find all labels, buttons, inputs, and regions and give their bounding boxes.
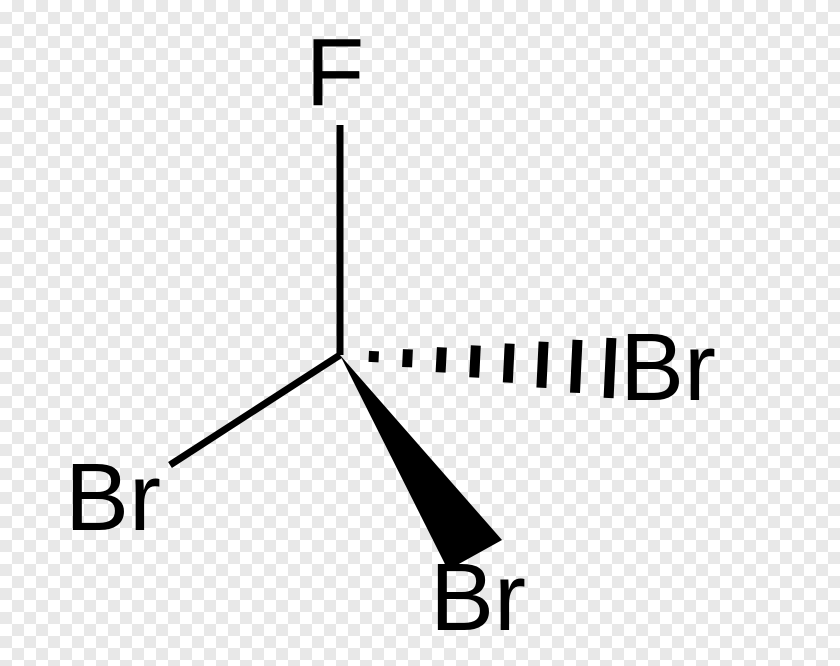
- atom-bromine-right: Br: [620, 314, 716, 421]
- wedge-hash: [374, 351, 375, 362]
- bond-wedge-hashed: [374, 338, 612, 398]
- bond-plain-left: [170, 355, 340, 465]
- wedge-hash: [474, 346, 476, 378]
- atom-bromine-down: Br: [430, 544, 526, 651]
- wedge-hash: [407, 349, 408, 367]
- atom-bromine-left: Br: [65, 444, 161, 551]
- wedge-hash: [508, 344, 510, 383]
- wedge-hash: [609, 338, 612, 398]
- wedge-hash: [541, 342, 543, 388]
- bond-wedge-solid: [340, 355, 502, 570]
- atom-fluorine: F: [306, 19, 365, 126]
- molecule-diagram: F Br Br Br: [0, 0, 840, 666]
- wedge-hash: [441, 347, 442, 372]
- wedge-hash: [575, 340, 578, 393]
